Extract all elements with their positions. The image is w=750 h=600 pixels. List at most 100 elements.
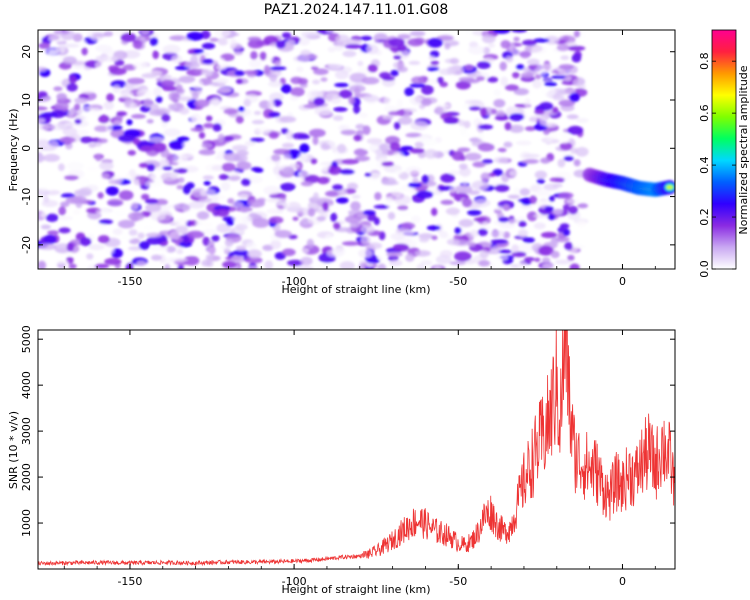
heatmap-noise-cell bbox=[241, 178, 251, 186]
heatmap-noise-cell bbox=[493, 30, 511, 34]
heatmap-noise-cell bbox=[324, 190, 339, 197]
heatmap-noise-cell bbox=[104, 257, 122, 266]
heatmap-noise-cell bbox=[307, 208, 316, 217]
heatmap-noise-cell bbox=[334, 82, 350, 88]
heatmap-noise-cell bbox=[357, 60, 364, 67]
heatmap-noise-cell bbox=[481, 34, 496, 44]
heatmap-noise-cell bbox=[508, 219, 519, 224]
heatmap-noise-cell bbox=[559, 223, 570, 229]
heatmap-noise-cell bbox=[350, 201, 361, 211]
heatmap-noise-cell bbox=[500, 40, 511, 49]
heatmap-noise-cell bbox=[253, 167, 264, 173]
heatmap-noise-cell bbox=[132, 39, 143, 49]
heatmap-noise-cell bbox=[81, 47, 88, 56]
heatmap-noise-cell bbox=[113, 209, 126, 217]
heatmap-noise-cell bbox=[39, 96, 55, 106]
heatmap-noise-cell bbox=[313, 192, 319, 202]
heatmap-noise-cell bbox=[254, 126, 271, 134]
heatmap-noise-cell bbox=[235, 115, 244, 124]
heatmap-noise-layer bbox=[38, 30, 589, 269]
heatmap-noise-cell bbox=[94, 263, 110, 269]
heatmap-noise-cell bbox=[381, 161, 395, 167]
heatmap-noise-cell bbox=[140, 30, 150, 35]
heatmap-noise-cell bbox=[269, 66, 287, 71]
heatmap-noise-cell bbox=[109, 67, 127, 76]
heatmap-noise-cell bbox=[133, 61, 148, 70]
heatmap-noise-cell bbox=[534, 109, 545, 115]
snr-axes: -150 -100 -50 0 1000 2000 3000 4000 5000 bbox=[20, 325, 675, 588]
heatmap-noise-cell bbox=[188, 201, 205, 209]
heatmap-noise-cell bbox=[497, 147, 507, 153]
heatmap-noise-cell bbox=[345, 39, 363, 45]
heatmap-noise-cell bbox=[464, 30, 471, 36]
heatmap-noise-cell bbox=[68, 75, 78, 84]
heatmap-noise-cell bbox=[268, 111, 281, 118]
heatmap-noise-cell bbox=[316, 216, 326, 222]
heatmap-noise-cell bbox=[477, 228, 488, 236]
heatmap-noise-cell bbox=[454, 184, 473, 194]
heatmap-noise-cell bbox=[79, 136, 93, 144]
heatmap-noise-cell bbox=[281, 32, 292, 39]
heatmap-noise-cell bbox=[431, 235, 438, 241]
heatmap-noise-cell bbox=[449, 187, 456, 193]
heatmap-noise-cell bbox=[60, 30, 76, 40]
heatmap-noise-cell bbox=[412, 177, 419, 185]
heatmap-noise-cell bbox=[430, 60, 440, 65]
snr-frame bbox=[37, 329, 676, 570]
heatmap-noise-cell bbox=[500, 76, 509, 87]
heatmap-noise-cell bbox=[335, 70, 349, 80]
colorbar-strip bbox=[711, 29, 737, 270]
heatmap-noise-cell bbox=[303, 104, 320, 109]
heatmap-noise-cell bbox=[64, 175, 79, 181]
heatmap-noise-cell bbox=[523, 153, 540, 158]
heatmap-noise-cell bbox=[238, 193, 249, 200]
heatmap-noise-cell bbox=[259, 51, 267, 61]
colorbar-label: Normalized spectral amplitude bbox=[737, 65, 750, 234]
heatmap-x-tick-label: 0 bbox=[619, 275, 626, 288]
heatmap-noise-cell bbox=[218, 57, 225, 67]
heatmap-noise-cell bbox=[218, 174, 230, 180]
heatmap-noise-cell bbox=[144, 180, 163, 188]
heatmap-noise-cell bbox=[38, 42, 51, 49]
heatmap-noise-cell bbox=[478, 124, 493, 130]
heatmap-noise-cell bbox=[361, 77, 380, 85]
heatmap-x-tick-label: -50 bbox=[449, 275, 467, 288]
heatmap-noise-cell bbox=[385, 115, 394, 120]
heatmap-noise-cell bbox=[293, 46, 301, 52]
heatmap-noise-cell bbox=[478, 260, 491, 267]
heatmap-noise-cell bbox=[557, 192, 574, 199]
heatmap-noise-cell bbox=[332, 184, 344, 191]
heatmap-noise-cell bbox=[198, 149, 216, 156]
heatmap-noise-cell bbox=[183, 255, 200, 266]
heatmap-noise-cell bbox=[67, 110, 75, 117]
heatmap-noise-cell bbox=[66, 83, 78, 92]
heatmap-noise-cell bbox=[227, 198, 235, 204]
heatmap-noise-cell bbox=[446, 163, 456, 168]
heatmap-noise-cell bbox=[49, 140, 59, 150]
heatmap-noise-cell bbox=[390, 69, 399, 77]
heatmap-noise-cell bbox=[395, 200, 405, 206]
heatmap-noise-cell bbox=[577, 203, 589, 209]
heatmap-noise-cell bbox=[40, 212, 48, 218]
heatmap-signal-layer bbox=[582, 167, 675, 197]
heatmap-noise-cell bbox=[244, 256, 263, 264]
heatmap-noise-cell bbox=[383, 96, 391, 106]
heatmap-noise-cell bbox=[266, 197, 283, 203]
heatmap-noise-cell bbox=[320, 143, 331, 151]
heatmap-y-tick-label: 20 bbox=[20, 45, 33, 59]
heatmap-noise-cell bbox=[148, 109, 167, 116]
heatmap-noise-cell bbox=[471, 180, 490, 191]
heatmap-noise-cell bbox=[386, 251, 403, 257]
heatmap-noise-cell bbox=[337, 143, 347, 154]
heatmap-noise-cell bbox=[324, 233, 333, 242]
snr-y-tick-label: 2000 bbox=[20, 463, 33, 491]
heatmap-noise-cell bbox=[512, 71, 520, 79]
heatmap-noise-cell bbox=[39, 185, 57, 191]
heatmap-noise-cell bbox=[56, 93, 68, 101]
heatmap-noise-cell bbox=[389, 142, 401, 151]
heatmap-noise-cell bbox=[515, 140, 532, 146]
heatmap-noise-cell bbox=[251, 119, 265, 125]
heatmap-noise-cell bbox=[446, 66, 453, 76]
heatmap-noise-cell bbox=[210, 196, 220, 202]
